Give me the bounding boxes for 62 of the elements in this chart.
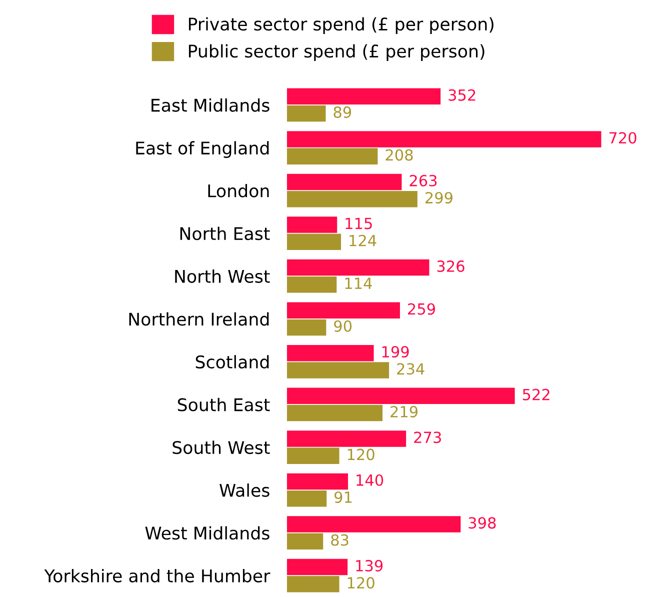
y-tick-label: Scotland xyxy=(196,355,269,369)
bar xyxy=(286,259,430,276)
data-label: 120 xyxy=(348,448,374,460)
bar xyxy=(286,148,378,164)
bar xyxy=(286,448,340,464)
data-label: 120 xyxy=(348,577,374,589)
y-tick-label: North East xyxy=(180,226,270,240)
bar xyxy=(286,404,382,422)
data-label: 299 xyxy=(425,192,452,204)
data-label: 208 xyxy=(386,149,413,161)
data-label: 139 xyxy=(356,560,383,572)
data-label: 199 xyxy=(382,346,409,358)
bar xyxy=(286,344,374,362)
legend-label: Private sector spend (£ per person) xyxy=(188,17,494,34)
data-label: 352 xyxy=(448,89,476,101)
bar xyxy=(286,473,348,490)
bar xyxy=(286,88,441,105)
data-label: 114 xyxy=(345,278,372,289)
bar xyxy=(286,558,348,576)
bar xyxy=(286,388,515,404)
data-label: 326 xyxy=(437,260,464,272)
data-label: 259 xyxy=(408,303,435,315)
bar xyxy=(286,533,324,550)
y-tick-label: East Midlands xyxy=(152,98,270,112)
data-label: 89 xyxy=(334,106,352,118)
y-tick-label: London xyxy=(208,184,269,198)
bar xyxy=(286,216,338,233)
bar xyxy=(286,362,390,378)
bar xyxy=(286,190,418,208)
bar xyxy=(286,105,326,122)
bar xyxy=(286,490,327,507)
data-label: 115 xyxy=(346,218,372,230)
data-label: 83 xyxy=(331,534,348,546)
y-tick-label: Yorkshire and the Humber xyxy=(44,569,270,582)
y-tick-label: Wales xyxy=(220,483,270,497)
bar xyxy=(286,174,402,190)
bar xyxy=(286,430,406,447)
bar xyxy=(286,576,340,592)
data-label: 263 xyxy=(410,174,437,186)
data-label: 522 xyxy=(522,388,550,400)
data-label: 124 xyxy=(350,234,376,246)
bar xyxy=(286,131,602,148)
y-tick-label: West Midlands xyxy=(145,526,270,540)
bar xyxy=(286,234,342,250)
bar xyxy=(286,276,337,293)
y-tick-label: East of England xyxy=(136,141,269,158)
legend-label: Public sector spend (£ per person) xyxy=(188,44,484,62)
data-label: 219 xyxy=(390,406,418,418)
y-tick-label: South East xyxy=(178,398,270,412)
data-label: 273 xyxy=(414,432,441,444)
y-tick-label: North West xyxy=(175,270,270,283)
data-label: 91 xyxy=(334,491,352,504)
data-label: 398 xyxy=(468,517,496,529)
y-tick-label: Northern Ireland xyxy=(129,312,269,326)
bar xyxy=(286,516,461,532)
data-label: 90 xyxy=(334,320,352,332)
data-label: 720 xyxy=(609,132,636,144)
data-label: 140 xyxy=(356,474,384,486)
data-label: 234 xyxy=(397,363,424,375)
y-tick-label: South West xyxy=(172,440,270,454)
bar xyxy=(286,319,326,336)
bar xyxy=(286,302,400,318)
